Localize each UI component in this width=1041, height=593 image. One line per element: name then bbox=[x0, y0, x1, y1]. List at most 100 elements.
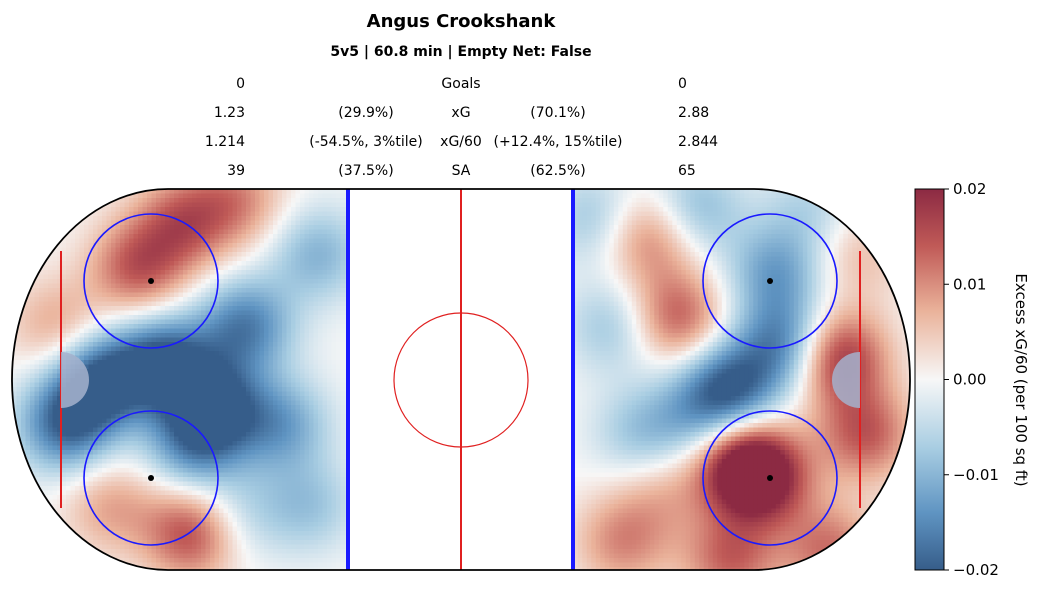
heatmap-cell bbox=[237, 369, 242, 374]
heatmap-cell bbox=[52, 472, 58, 478]
heatmap-cell bbox=[259, 310, 265, 316]
heatmap-cell bbox=[66, 265, 71, 271]
heatmap-cell bbox=[223, 378, 229, 383]
heatmap-cell bbox=[12, 486, 17, 491]
heatmap-cell bbox=[34, 238, 40, 244]
heatmap-cell bbox=[61, 558, 67, 563]
heatmap-cell bbox=[223, 202, 229, 208]
heatmap-cell bbox=[66, 310, 71, 316]
heatmap-cell bbox=[174, 504, 179, 509]
heatmap-cell bbox=[147, 531, 152, 536]
heatmap-cell bbox=[124, 364, 130, 370]
heatmap-cell bbox=[246, 265, 251, 271]
heatmap-cell bbox=[246, 562, 251, 568]
heatmap-cell bbox=[21, 274, 26, 280]
heatmap-cell bbox=[124, 526, 130, 532]
heatmap-cell bbox=[66, 540, 71, 545]
heatmap-cell bbox=[192, 405, 197, 410]
heatmap-cell bbox=[183, 211, 188, 217]
heatmap-cell bbox=[75, 288, 80, 293]
heatmap-cell bbox=[57, 216, 62, 221]
heatmap-cell bbox=[259, 247, 265, 253]
heatmap-cell bbox=[70, 477, 76, 482]
heatmap-cell bbox=[30, 333, 35, 338]
heatmap-cell bbox=[106, 472, 112, 478]
heatmap-cell bbox=[52, 468, 58, 473]
heatmap-cell bbox=[120, 369, 125, 374]
heatmap-cell bbox=[223, 297, 229, 302]
heatmap-cell bbox=[142, 301, 148, 307]
heatmap-cell bbox=[187, 216, 193, 221]
heatmap-cell bbox=[133, 450, 139, 455]
heatmap-cell bbox=[25, 283, 31, 289]
heatmap-cell bbox=[174, 549, 179, 554]
heatmap-cell bbox=[178, 256, 184, 262]
heatmap-cell bbox=[255, 270, 260, 275]
heatmap-cell bbox=[75, 252, 80, 257]
heatmap-cell bbox=[75, 531, 80, 536]
stats-right-value: 0 bbox=[678, 76, 687, 92]
heatmap-cell bbox=[183, 306, 188, 311]
heatmap-cell bbox=[30, 450, 35, 455]
heatmap-cell bbox=[147, 472, 152, 478]
heatmap-cell bbox=[52, 558, 58, 563]
heatmap-cell bbox=[57, 445, 62, 451]
heatmap-cell bbox=[178, 450, 184, 455]
heatmap-cell bbox=[120, 211, 125, 217]
heatmap-cell bbox=[174, 540, 179, 545]
heatmap-cell bbox=[174, 324, 179, 329]
heatmap-cell bbox=[129, 558, 134, 563]
heatmap-cell bbox=[30, 486, 35, 491]
heatmap-cell bbox=[21, 207, 26, 212]
heatmap-cell bbox=[138, 450, 143, 455]
heatmap-cell bbox=[138, 301, 143, 307]
heatmap-cell bbox=[259, 261, 265, 266]
heatmap-cell bbox=[52, 324, 58, 329]
heatmap-cell bbox=[160, 216, 166, 221]
heatmap-cell bbox=[52, 405, 58, 410]
heatmap-cell bbox=[88, 540, 94, 545]
heatmap-cell bbox=[70, 274, 76, 280]
heatmap-cell bbox=[241, 513, 247, 518]
heatmap-cell bbox=[165, 346, 170, 352]
heatmap-cell bbox=[111, 549, 116, 554]
heatmap-cell bbox=[246, 342, 251, 347]
heatmap-cell bbox=[174, 387, 179, 392]
heatmap-cell bbox=[241, 436, 247, 442]
heatmap-cell bbox=[201, 391, 206, 397]
heatmap-cell bbox=[21, 279, 26, 284]
heatmap-cell bbox=[187, 481, 193, 487]
heatmap-cell bbox=[75, 238, 80, 244]
heatmap-cell bbox=[39, 342, 44, 347]
heatmap-cell bbox=[48, 540, 53, 545]
heatmap-cell bbox=[246, 477, 251, 482]
heatmap-cell bbox=[187, 477, 193, 482]
heatmap-cell bbox=[232, 229, 238, 235]
heatmap-cell bbox=[178, 234, 184, 239]
heatmap-cell bbox=[43, 193, 49, 199]
heatmap-cell bbox=[129, 207, 134, 212]
heatmap-cell bbox=[124, 346, 130, 352]
heatmap-cell bbox=[237, 220, 242, 226]
heatmap-cell bbox=[102, 216, 107, 221]
heatmap-cell bbox=[66, 261, 71, 266]
heatmap-cell bbox=[102, 382, 107, 388]
heatmap-cell bbox=[93, 567, 98, 570]
heatmap-cell bbox=[151, 517, 157, 523]
heatmap-cell bbox=[259, 346, 265, 352]
heatmap-cell bbox=[61, 342, 67, 347]
heatmap-cell bbox=[174, 292, 179, 298]
heatmap-cell bbox=[120, 373, 125, 379]
heatmap-cell bbox=[219, 373, 224, 379]
heatmap-cell bbox=[12, 220, 17, 226]
heatmap-cell bbox=[43, 423, 49, 428]
heatmap-cell bbox=[133, 337, 139, 343]
heatmap-cell bbox=[97, 535, 103, 541]
heatmap-cell bbox=[25, 544, 31, 550]
heatmap-cell bbox=[156, 324, 161, 329]
heatmap-cell bbox=[43, 508, 49, 514]
heatmap-cell bbox=[268, 567, 274, 570]
heatmap-cell bbox=[129, 567, 134, 570]
heatmap-cell bbox=[52, 202, 58, 208]
heatmap-cell bbox=[30, 252, 35, 257]
